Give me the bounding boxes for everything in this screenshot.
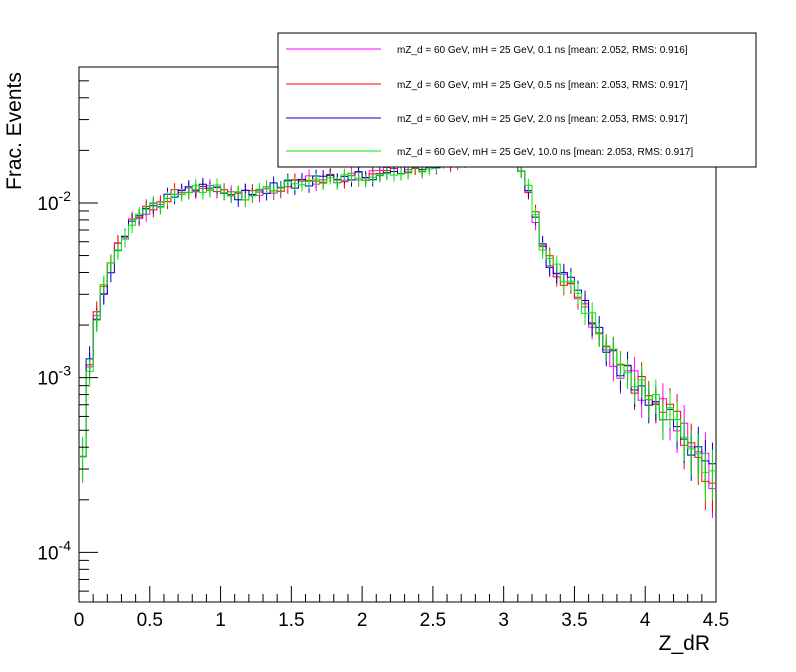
legend-box	[277, 32, 757, 168]
x-tick-label: 4.5	[703, 610, 729, 631]
histogram-series	[79, 146, 716, 502]
legend-label: mZ_d = 60 GeV, mH = 25 GeV, 0.5 ns [mean…	[397, 80, 688, 91]
series-line	[79, 152, 716, 473]
legend: mZ_d = 60 GeV, mH = 25 GeV, 0.1 ns [mean…	[277, 32, 757, 168]
series-layer	[79, 146, 716, 518]
x-tick-label: 1.5	[278, 610, 304, 631]
x-tick-label: 3.5	[561, 610, 587, 631]
series-line	[79, 151, 716, 465]
legend-label: mZ_d = 60 GeV, mH = 25 GeV, 0.1 ns [mean…	[397, 45, 688, 56]
x-tick-label: 2	[357, 610, 368, 631]
x-tick-label: 2.5	[420, 610, 446, 631]
legend-label: mZ_d = 60 GeV, mH = 25 GeV, 2.0 ns [mean…	[397, 114, 688, 125]
x-tick-label: 4	[640, 610, 651, 631]
y-tick-label: 10-2	[37, 188, 71, 215]
y-axis-title: Frac. Events	[3, 72, 26, 190]
axes-layer: 0 0.5 1 1.5 2 2.5 3 3.5 4 4.5 10-4 10-3 10-2	[37, 66, 729, 631]
y-tick-label: 10-4	[37, 537, 71, 564]
legend-label: mZ_d = 60 GeV, mH = 25 GeV, 10.0 ns [mea…	[397, 147, 693, 158]
x-tick-label: 1	[215, 610, 226, 631]
x-tick-label: 0.5	[137, 610, 163, 631]
y-tick-label: 10-3	[37, 363, 71, 390]
x-tick-label: 3	[498, 610, 509, 631]
x-axis-title: Z_dR	[659, 632, 710, 655]
x-tick-label: 0	[74, 610, 85, 631]
